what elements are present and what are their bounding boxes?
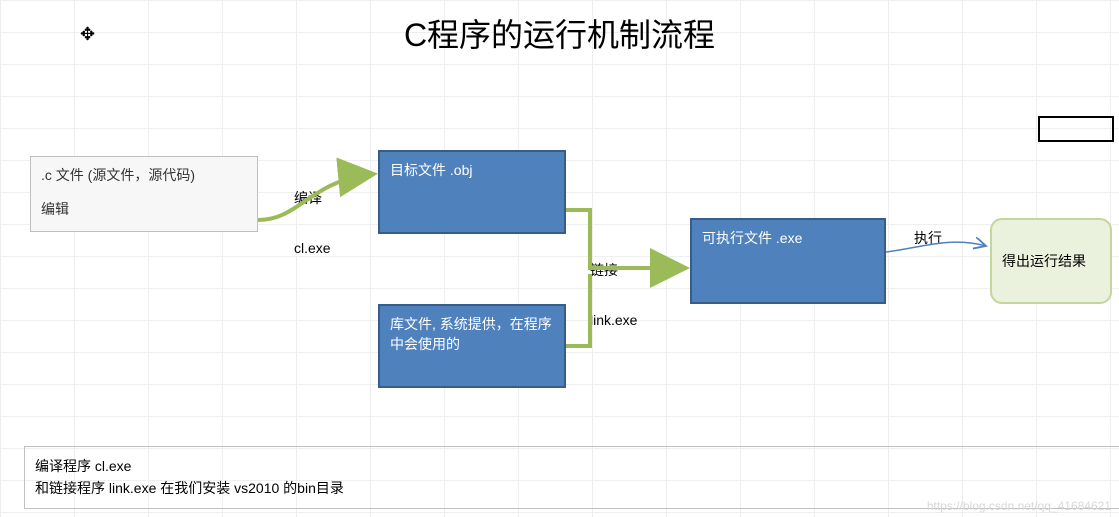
watermark: https://blog.csdn.net/qq_41684621 xyxy=(927,499,1111,513)
edge-source-to-obj xyxy=(258,174,374,220)
edge-exe-to-result xyxy=(886,242,986,252)
edges-layer xyxy=(0,0,1119,517)
footnote-line1: 编译程序 cl.exe xyxy=(35,455,1115,477)
footnote-line2: 和链接程序 link.exe 在我们安装 vs2010 的bin目录 xyxy=(35,477,1115,499)
edge-lib-to-join xyxy=(566,274,590,346)
edge-obj-to-exe xyxy=(566,210,686,268)
